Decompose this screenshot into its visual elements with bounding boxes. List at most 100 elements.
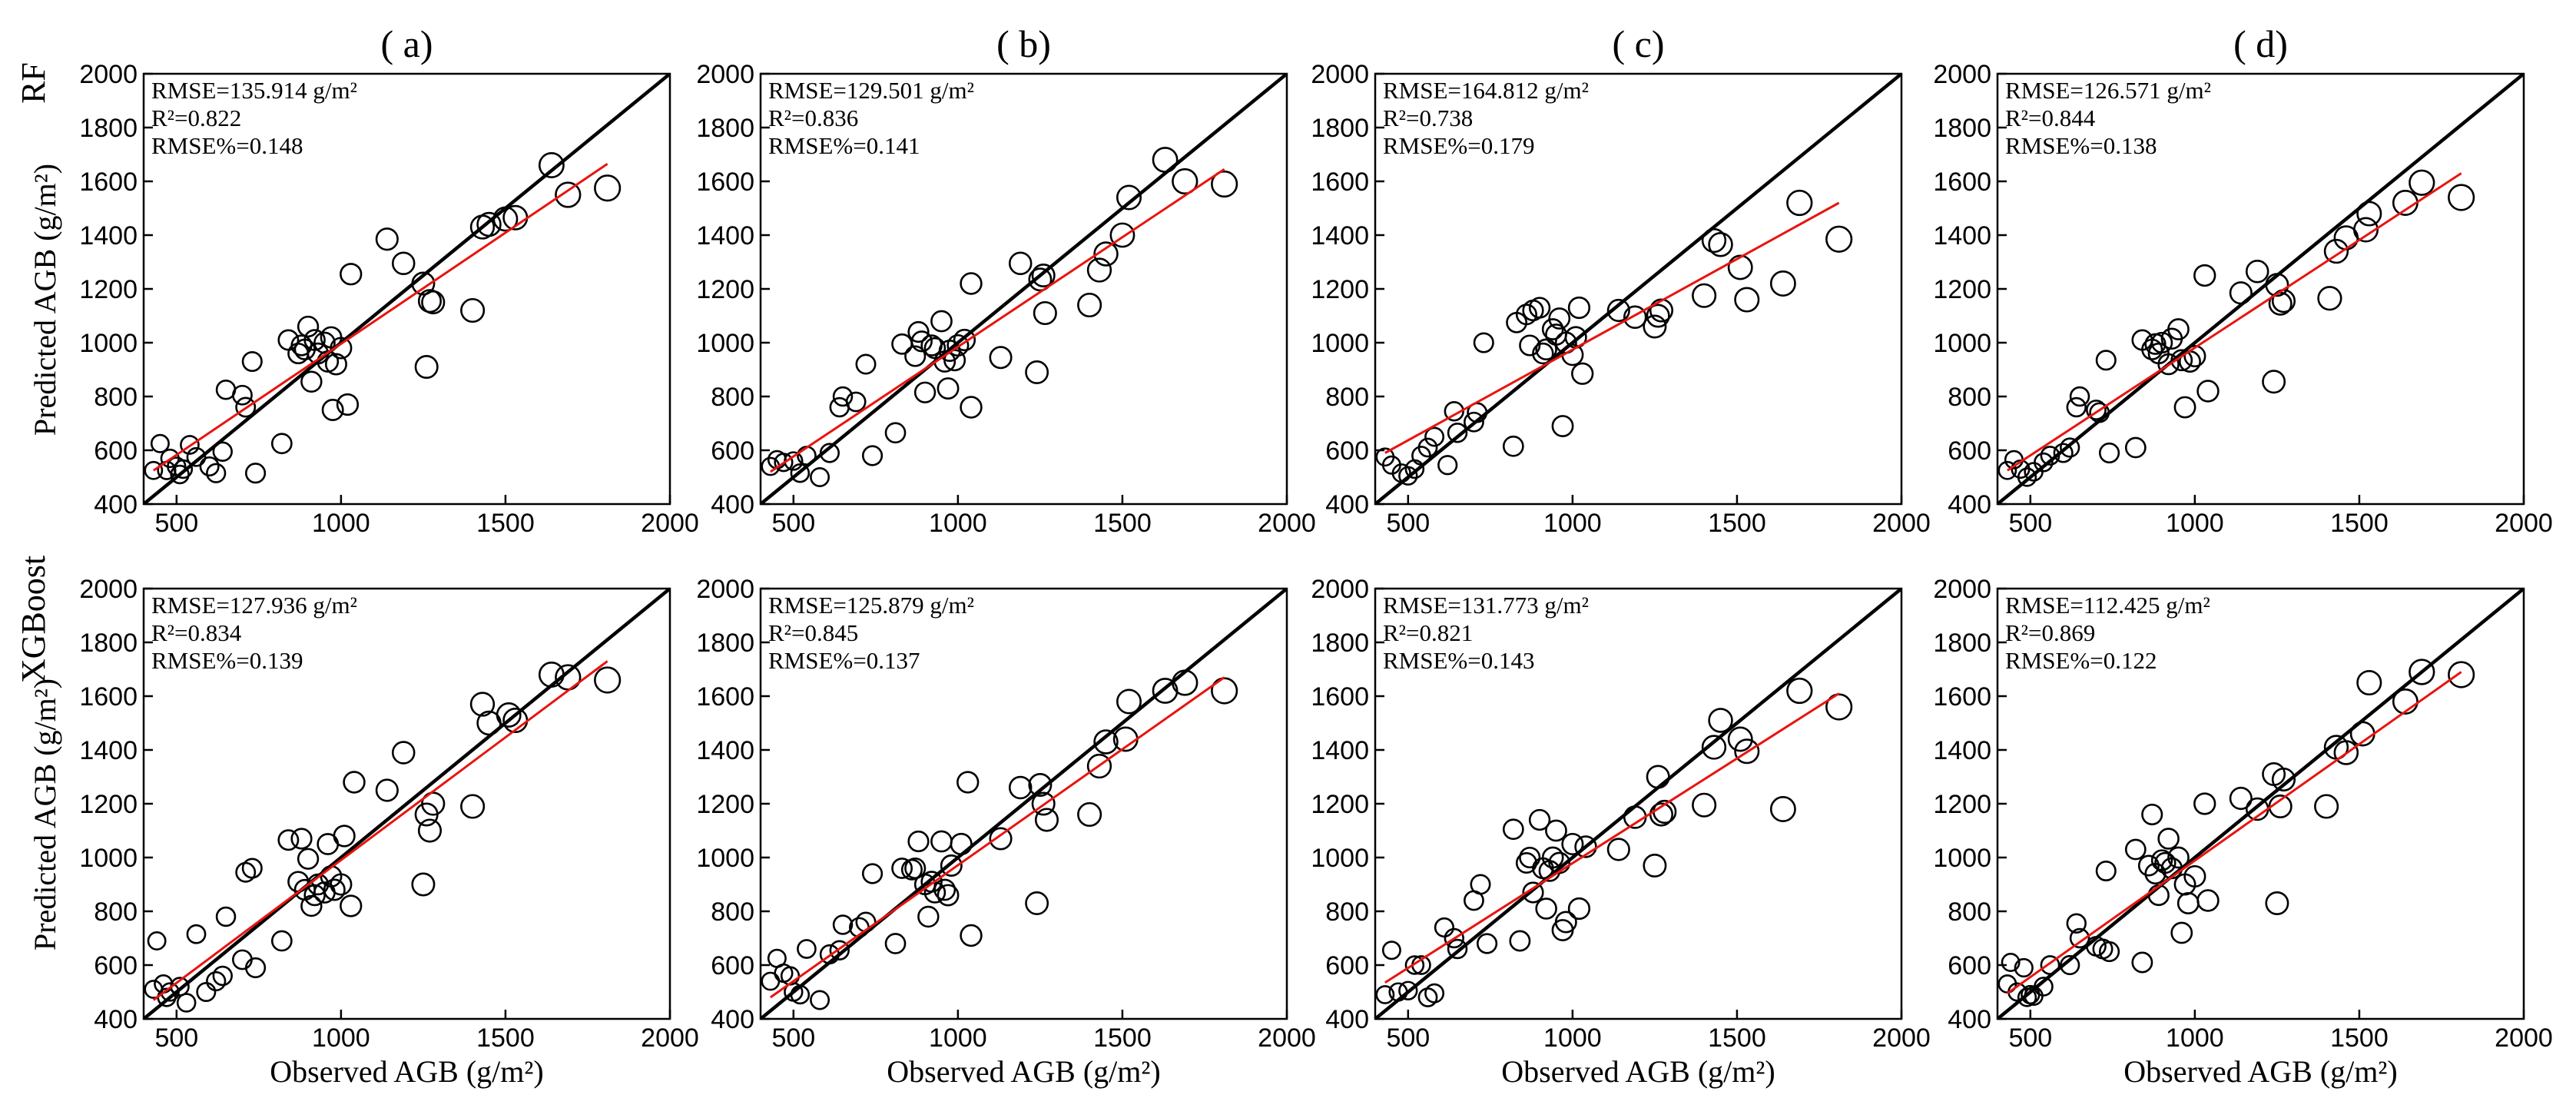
data-point [277,829,300,851]
y-tick-label: 1200 [1933,790,1991,819]
data-point [2265,273,2289,297]
data-point [421,290,446,315]
data-point [150,433,170,453]
data-point [391,251,416,276]
data-point [2069,386,2090,407]
y-tick-label: 1600 [79,168,138,197]
data-point [1825,225,1853,253]
data-point [391,741,416,765]
data-point [1535,897,1557,920]
data-point [917,905,940,928]
x-tick-label: 2000 [1258,509,1316,538]
y-tick-label: 1000 [1933,844,1991,873]
x-tick-label: 2000 [641,1023,699,1053]
data-point [324,353,347,376]
data-point [861,445,884,466]
data-point [989,827,1013,851]
y-tick-label: 1600 [1311,168,1369,197]
y-tick-label: 1600 [696,168,754,197]
column-title: ( a) [381,22,433,65]
data-point [1515,851,1537,874]
plot-area [1997,74,2524,504]
scatter-panel-rf-a: 400 600 800 1000 1200 1400 1600 1800 2000 500 1000… [79,60,698,538]
x-tick-label: 1500 [2330,509,2389,538]
data-point [780,966,801,986]
data-point [1444,927,1464,949]
data-point [460,297,486,323]
data-point [2183,864,2206,888]
data-point [2095,350,2117,371]
y-tick-label: 600 [94,436,138,466]
row-label: RF [15,62,52,104]
data-point [1388,982,1408,1002]
data-point [884,422,907,444]
data-point [1701,735,1727,760]
one-to-one-line [1375,74,1901,504]
data-point [297,848,320,870]
data-point [300,894,323,917]
data-point [2409,169,2435,196]
data-point [241,350,263,373]
data-point [232,384,253,406]
stat-text: RMSE%=0.122 [2005,647,2157,674]
x-tick-label: 500 [154,1023,198,1053]
y-tick-label: 2000 [79,575,138,604]
data-point [1708,232,1733,257]
data-point [1447,938,1468,960]
x-tick-label: 2000 [641,509,699,538]
data-point [170,464,190,485]
y-tick-label: 600 [1325,951,1369,980]
data-point [947,333,970,357]
x-tick-label: 2000 [2495,1023,2553,1053]
regression-line [1384,201,1840,454]
data-point [1574,835,1597,858]
data-point [147,931,167,950]
data-point [1769,796,1796,822]
stat-text: RMSE%=0.139 [151,647,303,674]
data-point [492,206,519,232]
x-tick-label: 1500 [1093,1023,1152,1053]
stat-text: RMSE%=0.143 [1383,647,1534,674]
regression-line [152,660,608,1001]
y-tick-label: 1800 [1311,114,1369,143]
data-point [913,381,937,403]
data-point [2448,661,2475,688]
data-point [930,830,953,853]
data-point [1447,423,1468,443]
data-point [2353,217,2379,243]
data-point [1643,854,1667,877]
y-tick-label: 800 [711,383,754,412]
data-point [2265,891,2289,915]
data-point [2098,442,2120,464]
data-point [1786,677,1813,705]
data-point [469,692,496,717]
y-tick-label: 1800 [79,629,138,658]
data-point [2392,190,2419,216]
data-point [1031,263,1056,288]
data-point [2124,436,2147,459]
data-point [333,824,356,848]
data-point [303,329,326,351]
data-point [1509,930,1531,952]
one-to-one-line [1997,589,2524,1019]
data-point [907,320,930,343]
data-point [1172,669,1198,696]
x-tick-label: 1500 [2330,1023,2389,1053]
x-tick-label: 500 [2008,509,2052,538]
x-tick-label: 500 [771,509,815,538]
data-point [1473,332,1494,353]
data-point [2333,740,2359,765]
y-tick-label: 2000 [696,575,754,604]
y-tick-label: 600 [1948,951,1991,980]
y-tick-label: 1000 [696,844,754,873]
y-tick-label: 800 [1325,383,1369,412]
data-point [2040,955,2060,975]
data-point [940,854,963,877]
data-point [1424,983,1445,1004]
data-point [2170,349,2193,372]
x-tick-label: 1500 [476,509,535,538]
data-point [960,924,983,947]
data-point [1727,254,1753,280]
data-point [460,794,486,819]
